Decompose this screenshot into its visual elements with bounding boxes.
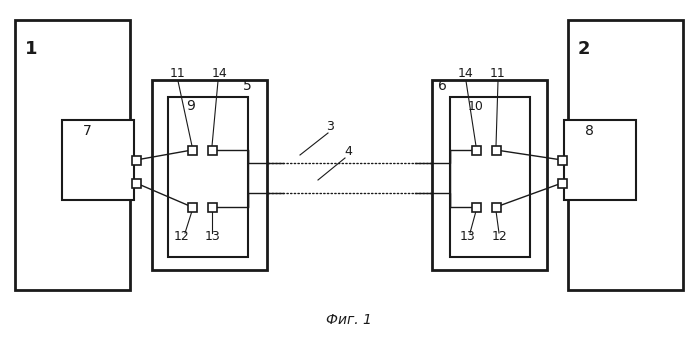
Bar	[187, 203, 196, 211]
Text: 9: 9	[186, 99, 195, 113]
Bar	[432, 80, 547, 270]
Text: 4: 4	[344, 145, 352, 158]
Text: 6: 6	[438, 79, 447, 93]
Text: 5: 5	[243, 79, 252, 93]
Text: 13: 13	[205, 230, 221, 243]
Text: 12: 12	[174, 230, 190, 243]
Text: 11: 11	[170, 67, 186, 80]
Bar	[472, 203, 480, 211]
Bar	[131, 156, 140, 165]
Bar	[152, 80, 267, 270]
Bar	[15, 20, 130, 290]
Text: Фиг. 1: Фиг. 1	[326, 313, 372, 327]
Bar	[564, 120, 636, 200]
Text: 13: 13	[460, 230, 476, 243]
Bar	[558, 178, 566, 187]
Bar	[491, 146, 500, 155]
Bar	[208, 146, 217, 155]
Text: 10: 10	[468, 100, 484, 113]
Bar	[208, 203, 217, 211]
Text: 11: 11	[490, 67, 506, 80]
Bar	[168, 97, 248, 257]
Bar	[62, 120, 134, 200]
Bar	[131, 178, 140, 187]
Text: 12: 12	[492, 230, 508, 243]
Text: 14: 14	[458, 67, 474, 80]
Text: 1: 1	[25, 40, 38, 58]
Text: 8: 8	[585, 124, 594, 138]
Bar	[472, 146, 480, 155]
Bar	[491, 203, 500, 211]
Text: 7: 7	[83, 124, 92, 138]
Text: 14: 14	[212, 67, 228, 80]
Bar	[568, 20, 683, 290]
Bar	[558, 156, 566, 165]
Bar	[187, 146, 196, 155]
Bar	[450, 97, 530, 257]
Text: 3: 3	[326, 120, 334, 133]
Text: 2: 2	[578, 40, 591, 58]
